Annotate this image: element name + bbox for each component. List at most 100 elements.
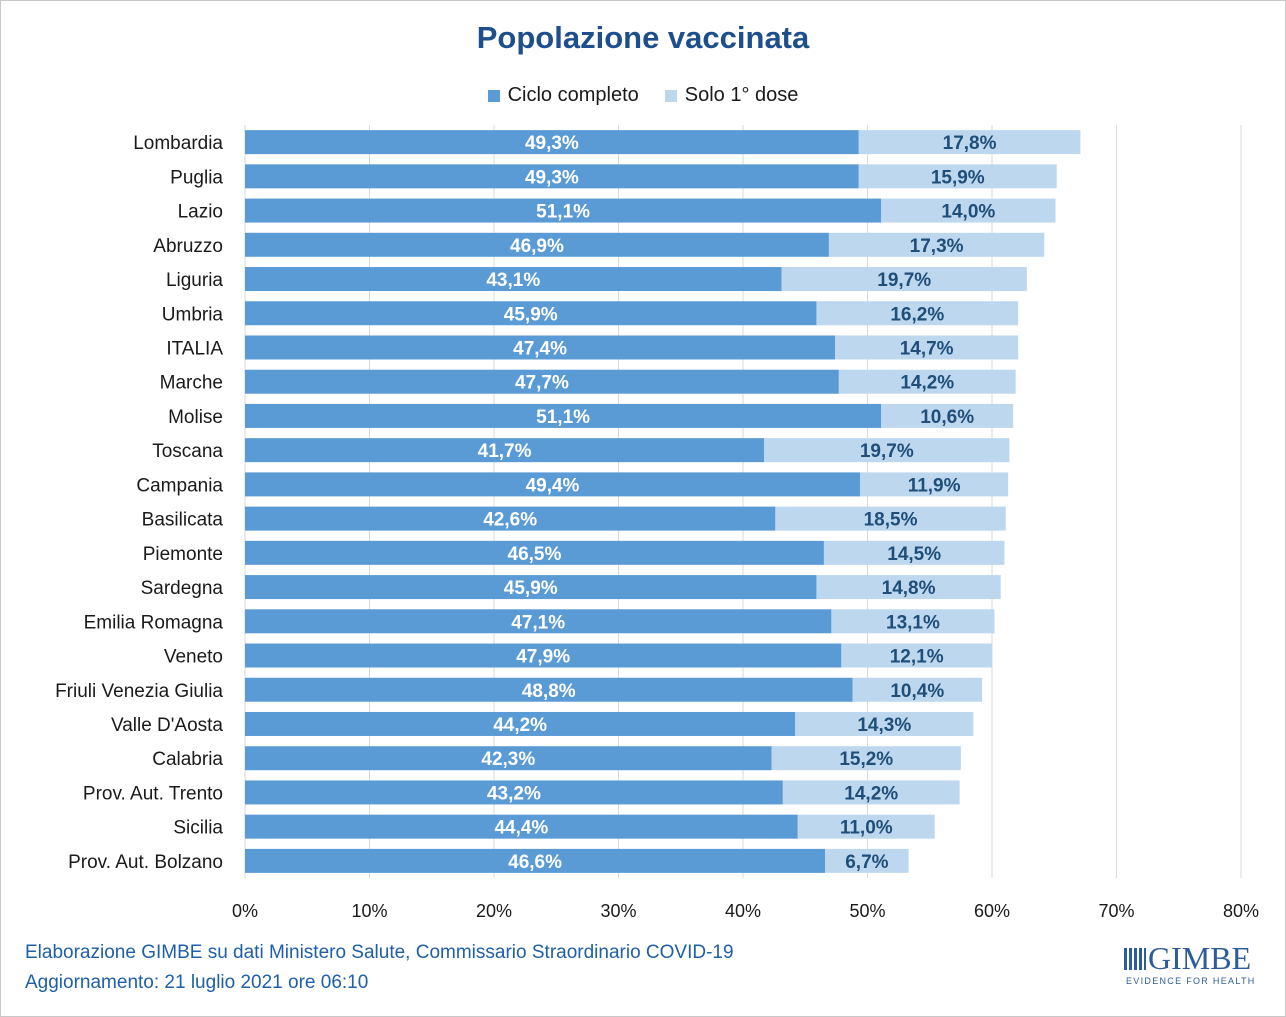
bar-ciclo-completo-liguria	[245, 267, 782, 292]
bar-ciclo-completo-sardegna	[245, 575, 817, 600]
chart-legend: Ciclo completo Solo 1° dose	[0, 84, 1286, 107]
data-label-ciclo-completo: 43,2%	[487, 783, 541, 804]
category-label-basilicata: Basilicata	[142, 510, 224, 531]
data-label-solo-prima-dose: 17,8%	[943, 133, 997, 154]
category-label-valle-d-aosta: Valle D'Aosta	[111, 715, 223, 736]
data-label-solo-prima-dose: 14,7%	[900, 338, 954, 359]
bar-solo-prima-dose-prov-aut-bolzano	[825, 848, 909, 873]
bar-ciclo-completo-basilicata	[245, 506, 776, 531]
category-label-molise: Molise	[168, 407, 223, 428]
data-label-solo-prima-dose: 14,0%	[941, 202, 995, 223]
bar-ciclo-completo-calabria	[245, 746, 772, 771]
data-label-ciclo-completo: 47,1%	[511, 612, 565, 633]
category-label-friuli-venezia-giulia: Friuli Venezia Giulia	[55, 681, 223, 702]
bar-solo-prima-dose-liguria	[781, 267, 1027, 292]
bar-ciclo-completo-puglia	[245, 164, 859, 189]
bar-solo-prima-dose-molise	[881, 403, 1014, 428]
x-tick-label: 70%	[1098, 901, 1134, 921]
logo-name: GIMBE	[1148, 940, 1252, 976]
bar-solo-prima-dose-friuli-venezia-giulia	[852, 677, 983, 702]
category-label-italia: ITALIA	[166, 338, 223, 359]
category-label-marche: Marche	[160, 373, 223, 394]
bar-ciclo-completo-lombardia	[245, 130, 859, 155]
bar-solo-prima-dose-prov-aut-trento	[782, 780, 960, 805]
data-label-ciclo-completo: 47,9%	[516, 647, 570, 668]
bar-solo-prima-dose-basilicata	[775, 506, 1006, 531]
category-label-abruzzo: Abruzzo	[153, 236, 223, 257]
legend-label-solo-prima-dose: Solo 1° dose	[684, 84, 799, 106]
category-label-liguria: Liguria	[166, 270, 223, 291]
data-label-ciclo-completo: 51,1%	[536, 202, 590, 223]
data-label-ciclo-completo: 43,1%	[486, 270, 540, 291]
bar-solo-prima-dose-sardegna	[816, 575, 1001, 600]
legend-item-ciclo-completo: Ciclo completo	[487, 84, 639, 107]
category-label-piemonte: Piemonte	[143, 544, 223, 565]
footer-updated: Aggiornamento: 21 luglio 2021 ore 06:10	[25, 972, 369, 993]
category-label-veneto: Veneto	[164, 647, 223, 668]
category-label-prov-aut-trento: Prov. Aut. Trento	[83, 783, 223, 804]
x-tick-label: 10%	[351, 901, 387, 921]
bar-ciclo-completo-piemonte	[245, 540, 824, 565]
category-label-emilia-romagna: Emilia Romagna	[84, 612, 224, 633]
x-tick-label: 20%	[476, 901, 512, 921]
data-label-ciclo-completo: 45,9%	[504, 304, 558, 325]
data-label-solo-prima-dose: 15,9%	[931, 167, 985, 188]
data-label-ciclo-completo: 46,5%	[508, 544, 562, 565]
data-label-ciclo-completo: 46,6%	[508, 852, 562, 873]
data-label-ciclo-completo: 47,7%	[515, 373, 569, 394]
data-label-solo-prima-dose: 10,4%	[890, 681, 944, 702]
footer-source: Elaborazione GIMBE su dati Ministero Sal…	[25, 942, 734, 963]
data-label-solo-prima-dose: 14,2%	[900, 373, 954, 394]
data-label-solo-prima-dose: 14,8%	[882, 578, 936, 599]
bar-solo-prima-dose-piemonte	[823, 540, 1005, 565]
data-label-solo-prima-dose: 11,9%	[908, 475, 961, 496]
gimbe-logo: GIMBE EVIDENCE FOR HEALTH	[1124, 940, 1254, 989]
data-label-solo-prima-dose: 16,2%	[890, 304, 944, 325]
bar-solo-prima-dose-sicilia	[797, 814, 935, 839]
data-label-ciclo-completo: 49,3%	[525, 167, 579, 188]
x-tick-label: 0%	[232, 901, 258, 921]
data-label-solo-prima-dose: 19,7%	[860, 441, 914, 462]
bar-solo-prima-dose-italia	[835, 335, 1019, 360]
bar-ciclo-completo-molise	[245, 403, 882, 428]
data-label-solo-prima-dose: 11,0%	[840, 818, 893, 839]
x-tick-label: 60%	[974, 901, 1010, 921]
data-label-solo-prima-dose: 15,2%	[839, 749, 893, 770]
bar-solo-prima-dose-umbria	[816, 301, 1019, 326]
bar-solo-prima-dose-toscana	[764, 438, 1010, 463]
x-tick-label: 30%	[600, 901, 636, 921]
bar-ciclo-completo-emilia-romagna	[245, 609, 832, 634]
data-label-solo-prima-dose: 14,5%	[887, 544, 941, 565]
data-label-ciclo-completo: 45,9%	[504, 578, 558, 599]
data-label-solo-prima-dose: 10,6%	[920, 407, 974, 428]
data-label-ciclo-completo: 44,4%	[494, 818, 548, 839]
bar-ciclo-completo-veneto	[245, 643, 842, 668]
data-label-ciclo-completo: 51,1%	[536, 407, 590, 428]
x-tick-label: 50%	[849, 901, 885, 921]
x-tick-label: 40%	[725, 901, 761, 921]
data-label-ciclo-completo: 48,8%	[522, 681, 576, 702]
bar-ciclo-completo-lazio	[245, 198, 882, 223]
data-label-ciclo-completo: 49,3%	[525, 133, 579, 154]
bar-ciclo-completo-valle-d-aosta	[245, 711, 796, 736]
bar-solo-prima-dose-lazio	[881, 198, 1056, 223]
bar-ciclo-completo-marche	[245, 369, 839, 394]
bar-solo-prima-dose-lombardia	[858, 130, 1081, 155]
category-label-sicilia: Sicilia	[173, 818, 223, 839]
bar-ciclo-completo-prov-aut-trento	[245, 780, 783, 805]
data-label-solo-prima-dose: 12,1%	[890, 647, 944, 668]
data-label-ciclo-completo: 47,4%	[513, 338, 567, 359]
data-label-solo-prima-dose: 13,1%	[886, 612, 940, 633]
bar-ciclo-completo-abruzzo	[245, 232, 829, 257]
legend-swatch-solo-prima-dose	[664, 89, 677, 102]
data-label-solo-prima-dose: 18,5%	[864, 510, 918, 531]
legend-label-ciclo-completo: Ciclo completo	[507, 84, 639, 106]
data-label-solo-prima-dose: 17,3%	[910, 236, 964, 257]
bar-solo-prima-dose-abruzzo	[828, 232, 1045, 257]
category-label-prov-aut-bolzano: Prov. Aut. Bolzano	[68, 852, 223, 873]
category-label-lazio: Lazio	[178, 202, 223, 223]
data-label-ciclo-completo: 46,9%	[510, 236, 564, 257]
bar-solo-prima-dose-calabria	[771, 746, 961, 771]
category-label-puglia: Puglia	[170, 167, 223, 188]
